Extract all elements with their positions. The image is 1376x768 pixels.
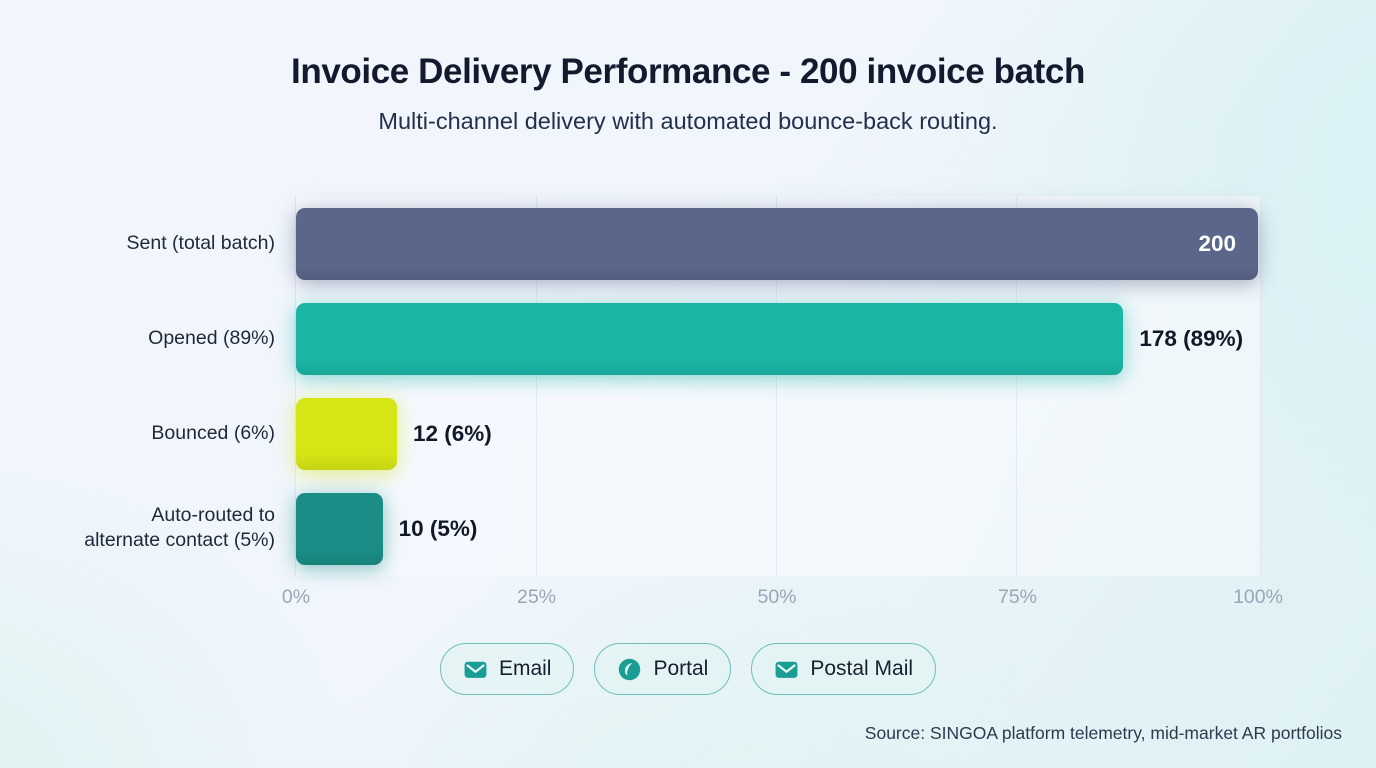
bar-wrapper: 200: [296, 207, 1258, 280]
chart-subtitle: Multi-channel delivery with automated bo…: [378, 107, 998, 134]
bar-value-label: 12 (6%): [413, 420, 492, 446]
legend-label: Email: [498, 657, 552, 680]
bar-row: Bounced (6%) 12 (6%): [0, 386, 1376, 481]
x-axis: 0% 25% 50% 75% 100%: [0, 586, 1376, 612]
source-note: Source: SINGOA platform telemetry, mid-m…: [864, 723, 1342, 743]
portal-globe-icon: [619, 658, 641, 680]
bar-category-label: Auto-routed to alternate contact (5%): [84, 503, 275, 552]
bar-row: Sent (total batch) 200: [0, 196, 1376, 291]
x-axis-tick: 75%: [997, 586, 1038, 608]
gridline-75: [1016, 196, 1017, 576]
bar-wrapper: 178 (89%): [296, 302, 1244, 375]
bar-category-label: Bounced (6%): [151, 421, 275, 444]
x-axis-tick: 100%: [1233, 586, 1283, 608]
bar[interactable]: [296, 492, 383, 565]
bar[interactable]: [296, 302, 1124, 375]
bar[interactable]: 200: [296, 207, 1258, 280]
legend-label: Portal: [653, 657, 709, 680]
bar-value-label: 10 (5%): [398, 515, 478, 541]
x-axis-tick: 25%: [516, 586, 557, 608]
bar-row: Opened (89%) 178 (89%): [0, 291, 1376, 386]
gridline-25: [536, 196, 537, 576]
envelope-icon: [464, 661, 487, 678]
bar-value-label: 200: [1198, 230, 1236, 256]
legend-item-postal-mail[interactable]: Postal Mail: [751, 643, 937, 695]
bar-category-label: Opened (89%): [148, 326, 275, 349]
legend-item-email[interactable]: Email: [439, 643, 575, 695]
bar-wrapper: 12 (6%): [296, 397, 492, 470]
legend-item-portal[interactable]: Portal: [594, 643, 732, 695]
x-axis-tick: 0%: [281, 586, 311, 608]
x-axis-tick: 50%: [757, 586, 797, 608]
gridline-50: [776, 196, 777, 576]
bar-value-label: 178 (89%): [1139, 325, 1244, 351]
bar[interactable]: [296, 397, 397, 470]
page-title: Invoice Delivery Performance - 200 invoi…: [291, 52, 1085, 91]
legend-label: Postal Mail: [810, 657, 914, 680]
bar-category-label: Sent (total batch): [126, 231, 276, 254]
chart-legend: Email Portal Postal Mail: [0, 643, 1376, 695]
chart-header: Invoice Delivery Performance - 200 invoi…: [0, 52, 1376, 135]
envelope-icon: [775, 661, 798, 678]
bar-wrapper: 10 (5%): [296, 492, 478, 565]
bar-row: Auto-routed to alternate contact (5%) 10 …: [0, 481, 1376, 576]
